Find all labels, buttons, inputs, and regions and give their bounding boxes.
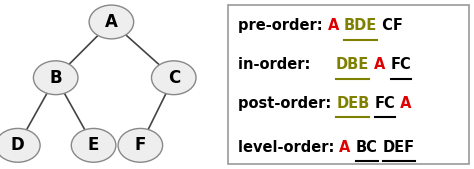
Text: post-order:: post-order: [238, 96, 336, 111]
Text: E: E [88, 136, 99, 154]
Text: A: A [339, 140, 351, 155]
Text: B: B [49, 69, 62, 87]
Circle shape [0, 128, 40, 162]
Circle shape [118, 128, 163, 162]
Text: BC: BC [356, 140, 378, 155]
FancyBboxPatch shape [228, 5, 469, 164]
Text: DEB: DEB [336, 96, 369, 111]
Circle shape [71, 128, 116, 162]
Text: DBE: DBE [336, 57, 369, 72]
Text: A: A [328, 18, 339, 33]
Text: DEF: DEF [383, 140, 415, 155]
Circle shape [152, 61, 196, 95]
Text: A: A [105, 13, 118, 31]
Text: D: D [11, 136, 25, 154]
Text: A: A [395, 96, 412, 111]
Text: A: A [374, 57, 386, 72]
Text: BDE: BDE [344, 18, 377, 33]
Text: FC: FC [374, 96, 395, 111]
Text: pre-order:: pre-order: [238, 18, 328, 33]
Text: level-order:: level-order: [238, 140, 339, 155]
Circle shape [33, 61, 78, 95]
Text: in-order:: in-order: [238, 57, 320, 72]
Text: CF: CF [377, 18, 403, 33]
Text: FC: FC [391, 57, 411, 72]
Text: F: F [135, 136, 146, 154]
Circle shape [89, 5, 134, 39]
Text: C: C [168, 69, 180, 87]
